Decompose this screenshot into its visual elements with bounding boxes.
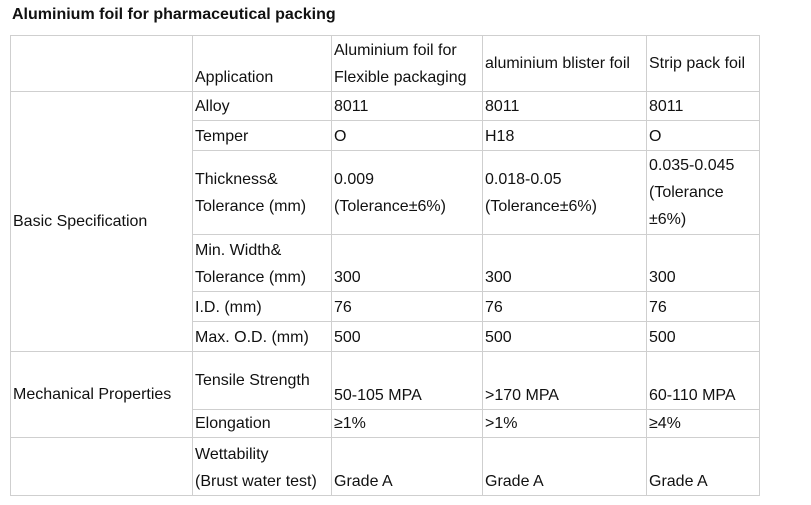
- cell-thickness-blister-line2: (Tolerance±6%): [485, 197, 597, 215]
- cell-width-flexible: 300: [331, 234, 483, 292]
- table-row: Min. Width& Tolerance (mm) 300 300 300: [11, 234, 760, 292]
- header-flexible-line1: Aluminium foil for: [334, 42, 457, 59]
- table-row: Mechanical Properties Tensile Strength 5…: [10, 351, 760, 438]
- cell-tensile-strip: 60-110 MPA: [646, 351, 760, 410]
- cell-od-strip: 500: [646, 321, 760, 352]
- row-label-width-line2: Tolerance (mm): [195, 269, 307, 286]
- table-row: Max. O.D. (mm) 500 500 500: [11, 321, 760, 352]
- table-row: Thickness& Tolerance (mm) 0.009 (Toleran…: [11, 150, 760, 235]
- cell-elongation-flexible: ≥1%: [331, 409, 483, 438]
- cell-thickness-strip: 0.035-0.045 (Tolerance ±6%): [646, 150, 760, 235]
- cell-thickness-flexible-line1: 0.009: [334, 170, 375, 188]
- page-title: Aluminium foil for pharmaceutical packin…: [12, 6, 336, 23]
- spec-table: Application Aluminium foil for Flexible …: [10, 35, 760, 496]
- row-label-od: Max. O.D. (mm): [192, 321, 332, 352]
- cell-thickness-blister-line1: 0.018-0.05: [485, 170, 562, 188]
- cell-wettability-strip: Grade A: [646, 437, 760, 496]
- cell-temper-strip: O: [646, 120, 760, 151]
- cell-thickness-flexible-line2: (Tolerance±6%): [334, 197, 446, 215]
- header-flexible-line2: Flexible packaging: [334, 69, 467, 86]
- group-basic-specification: Basic Specification: [10, 91, 193, 352]
- row-label-wettability-line2: (Brust water test): [195, 473, 317, 490]
- row-label-thickness: Thickness& Tolerance (mm): [192, 150, 332, 235]
- cell-wettability-blister: Grade A: [482, 437, 647, 496]
- cell-width-blister: 300: [482, 234, 647, 292]
- row-label-alloy: Alloy: [192, 91, 332, 121]
- row-label-tensile: Tensile Strength: [192, 351, 332, 410]
- table-row: Elongation ≥1% >1% ≥4%: [11, 409, 760, 438]
- row-label-width-line1: Min. Width&: [195, 242, 282, 259]
- cell-thickness-flexible: 0.009 (Tolerance±6%): [331, 150, 483, 235]
- cell-alloy-flexible: 8011: [331, 91, 483, 121]
- row-label-wettability-line1: Wettability: [195, 446, 269, 463]
- cell-wettability-flexible: Grade A: [331, 437, 483, 496]
- table-row: Temper O H18 O: [11, 120, 760, 151]
- cell-tensile-flexible: 50-105 MPA: [331, 351, 483, 410]
- cell-width-strip: 300: [646, 234, 760, 292]
- cell-thickness-blister: 0.018-0.05 (Tolerance±6%): [482, 150, 647, 235]
- row-label-wettability: Wettability (Brust water test): [192, 437, 332, 496]
- cell-temper-blister: H18: [482, 120, 647, 151]
- table-row: Basic Specification Alloy 8011 8011 8011: [10, 91, 760, 352]
- row-label-width: Min. Width& Tolerance (mm): [192, 234, 332, 292]
- table-row: Wettability (Brust water test) Grade A G…: [10, 437, 760, 496]
- cell-tensile-blister: >170 MPA: [482, 351, 647, 410]
- header-row: Application Aluminium foil for Flexible …: [10, 35, 760, 92]
- group-empty-cell: [10, 437, 193, 496]
- row-label-elongation: Elongation: [192, 409, 332, 438]
- row-label-id: I.D. (mm): [192, 291, 332, 322]
- cell-alloy-blister: 8011: [482, 91, 647, 121]
- cell-elongation-blister: >1%: [482, 409, 647, 438]
- cell-id-strip: 76: [646, 291, 760, 322]
- row-label-thickness-line2: Tolerance (mm): [195, 197, 307, 215]
- header-strip-pack-foil: Strip pack foil: [646, 35, 760, 92]
- row-label-temper: Temper: [192, 120, 332, 151]
- cell-thickness-strip-line3: ±6%): [649, 211, 687, 228]
- cell-alloy-strip: 8011: [646, 91, 760, 121]
- cell-thickness-strip-line1: 0.035-0.045: [649, 157, 735, 174]
- cell-id-blister: 76: [482, 291, 647, 322]
- cell-temper-flexible: O: [331, 120, 483, 151]
- cell-id-flexible: 76: [331, 291, 483, 322]
- cell-thickness-strip-line2: (Tolerance: [649, 184, 724, 201]
- header-flexible-packaging: Aluminium foil for Flexible packaging: [331, 35, 483, 92]
- cell-od-blister: 500: [482, 321, 647, 352]
- header-application: Application: [192, 35, 332, 92]
- row-label-thickness-line1: Thickness&: [195, 170, 278, 188]
- header-blister-foil: aluminium blister foil: [482, 35, 647, 92]
- cell-elongation-strip: ≥4%: [646, 409, 760, 438]
- group-mechanical-properties: Mechanical Properties: [10, 351, 193, 438]
- cell-od-flexible: 500: [331, 321, 483, 352]
- header-corner-cell: [10, 35, 193, 92]
